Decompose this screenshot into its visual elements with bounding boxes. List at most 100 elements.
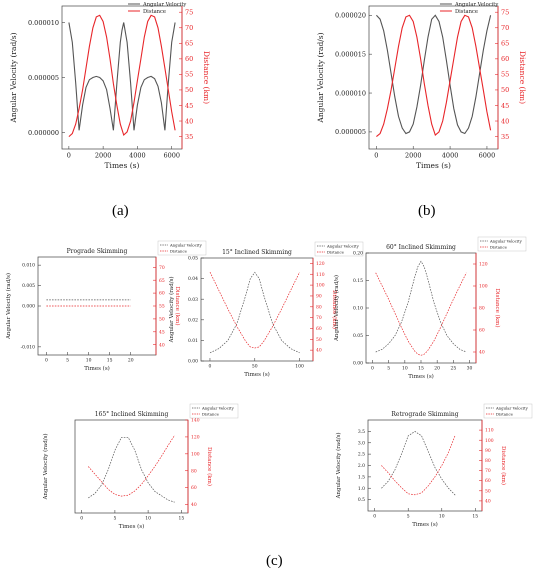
legend-label: Distance	[496, 412, 514, 417]
y-right-tick-label: 55	[501, 71, 509, 79]
panel-label-c: (c)	[266, 553, 283, 569]
x-tick-label: 0	[374, 152, 378, 160]
y-left-tick-label: 0.01	[188, 338, 198, 344]
y-right-tick-label: 40	[159, 342, 165, 348]
distance-line	[68, 14, 176, 138]
y-right-tick-label: 50	[485, 488, 491, 494]
x-axis-label: Times (s)	[408, 373, 434, 380]
chart-c3: 60° Inclined Skimming 0 5 10 15 20 25 30 0.00 0.0…	[333, 236, 527, 380]
x-tick-label: 20	[128, 358, 134, 364]
x-tick-label: 2000	[95, 152, 112, 160]
y-right-tick-label: 60	[185, 55, 193, 63]
y-left-tick-label: 1.0	[358, 486, 365, 492]
plot-frame	[74, 419, 189, 514]
legend-label: Distance	[490, 245, 508, 250]
y-right-tick-label: 50	[185, 86, 193, 94]
y-right-tick-label: 100	[485, 438, 494, 444]
x-tick-label: 6000	[163, 152, 180, 160]
y-right-tick-label: 60	[316, 326, 322, 332]
y-right-tick-label: 40	[479, 350, 485, 356]
legend-label: Angular Velocity	[169, 243, 203, 248]
y-left-tick-label: 0.00	[188, 359, 198, 365]
chart-a: 0 2000 4000 6000 0.000000 0.000005 0.000010 35 4…	[9, 2, 211, 170]
x-axis-label: Times (s)	[105, 161, 140, 170]
y-right-tick-label: 40	[316, 348, 322, 354]
y-right-tick-label: 40	[191, 502, 197, 508]
y-left-axis-label: Angular Velocity (rad/s)	[9, 32, 18, 123]
angular-velocity-line	[88, 436, 175, 503]
x-tick-label: 5	[66, 358, 69, 364]
chart-title: 15° Inclined Skimming	[222, 249, 292, 256]
legend-box	[157, 240, 207, 256]
x-tick-label: 0	[45, 358, 48, 364]
x-axis-label: Times (s)	[119, 523, 145, 530]
y-left-axis-label: Angular Velocity (rad/s)	[168, 276, 175, 343]
y-left-axis-label: Angular Velocity (rad/s)	[333, 275, 340, 342]
y-right-tick-label: 80	[485, 458, 491, 464]
y-right-tick-label: 50	[159, 316, 165, 322]
y-right-tick-label: 100	[316, 283, 325, 289]
y-left-tick-label: 0.000020	[335, 12, 366, 20]
legend-box	[483, 403, 533, 419]
y-left-tick-label: 0.00	[353, 361, 363, 367]
y-right-tick-label: 60	[485, 478, 491, 484]
y-right-tick-label: 65	[501, 40, 509, 48]
y-left-axis-label: Angular Velocity (rad/s)	[335, 432, 342, 499]
angular-velocity-line	[376, 14, 492, 135]
plot-frame	[367, 419, 483, 512]
angular-velocity-line	[375, 260, 467, 353]
y-right-axis-label: Distance (km)	[500, 446, 507, 485]
y-right-tick-label: 110	[485, 428, 494, 434]
x-tick-label: 10	[145, 516, 151, 522]
x-tick-label: 25	[450, 366, 456, 372]
chart-title: 165° Inclined Skimming	[95, 411, 169, 418]
y-right-tick-label: 65	[159, 278, 165, 284]
y-right-tick-label: 45	[501, 102, 509, 110]
x-tick-label: 15	[178, 516, 184, 522]
legend-label: Distance	[455, 9, 478, 15]
x-tick-label: 6000	[479, 152, 496, 160]
legend-label: Angular Velocity	[454, 2, 498, 8]
y-left-tick-label: 0.03	[188, 297, 198, 303]
chart-title: Retrograde Skimming	[391, 411, 458, 418]
y-right-tick-label: 65	[185, 40, 193, 48]
chart-c2: 15° Inclined Skimming 0 50 100 0.00 0.01 0.02 0…	[168, 241, 364, 378]
x-tick-label: 10	[86, 358, 92, 364]
y-left-axis-label: Angular Velocity (rad/s)	[316, 32, 325, 123]
legend-label: Distance	[143, 9, 166, 15]
x-axis-label: Times (s)	[84, 365, 110, 372]
y-left-tick-label: 0.000010	[335, 89, 366, 97]
y-right-tick-label: 75	[501, 8, 509, 16]
y-right-tick-label: 55	[185, 71, 193, 79]
y-left-tick-label: 0.010	[22, 263, 35, 269]
y-right-tick-label: 90	[485, 448, 491, 454]
angular-velocity-line	[381, 430, 456, 496]
x-tick-label: 4000	[129, 152, 146, 160]
y-left-tick-label: 0.000005	[28, 74, 59, 82]
x-tick-label: 4000	[442, 152, 459, 160]
x-axis-label: Times (s)	[244, 371, 270, 378]
y-left-tick-label: 0.000	[22, 304, 35, 310]
y-right-tick-label: 100	[191, 451, 200, 457]
y-right-axis-label: Distance (km)	[174, 287, 181, 326]
x-tick-label: 5	[387, 366, 390, 372]
y-left-tick-label: 0.05	[188, 256, 198, 262]
y-right-tick-label: 70	[185, 24, 193, 32]
x-tick-label: 0	[67, 152, 71, 160]
y-left-axis-label: Angular Velocity (rad/s)	[5, 273, 12, 340]
legend-label: Angular Velocity	[142, 2, 186, 8]
y-right-tick-label: 60	[191, 485, 197, 491]
y-right-tick-label: 140	[191, 418, 200, 424]
y-left-tick-label: 0.02	[188, 317, 198, 323]
x-tick-label: 5	[113, 516, 116, 522]
panel-label-b: (b)	[418, 203, 436, 219]
y-right-tick-label: 35	[185, 133, 193, 141]
x-axis-label: Times (s)	[416, 161, 451, 170]
legend-box	[189, 403, 239, 419]
y-right-tick-label: 45	[185, 102, 193, 110]
distance-line	[381, 435, 456, 496]
